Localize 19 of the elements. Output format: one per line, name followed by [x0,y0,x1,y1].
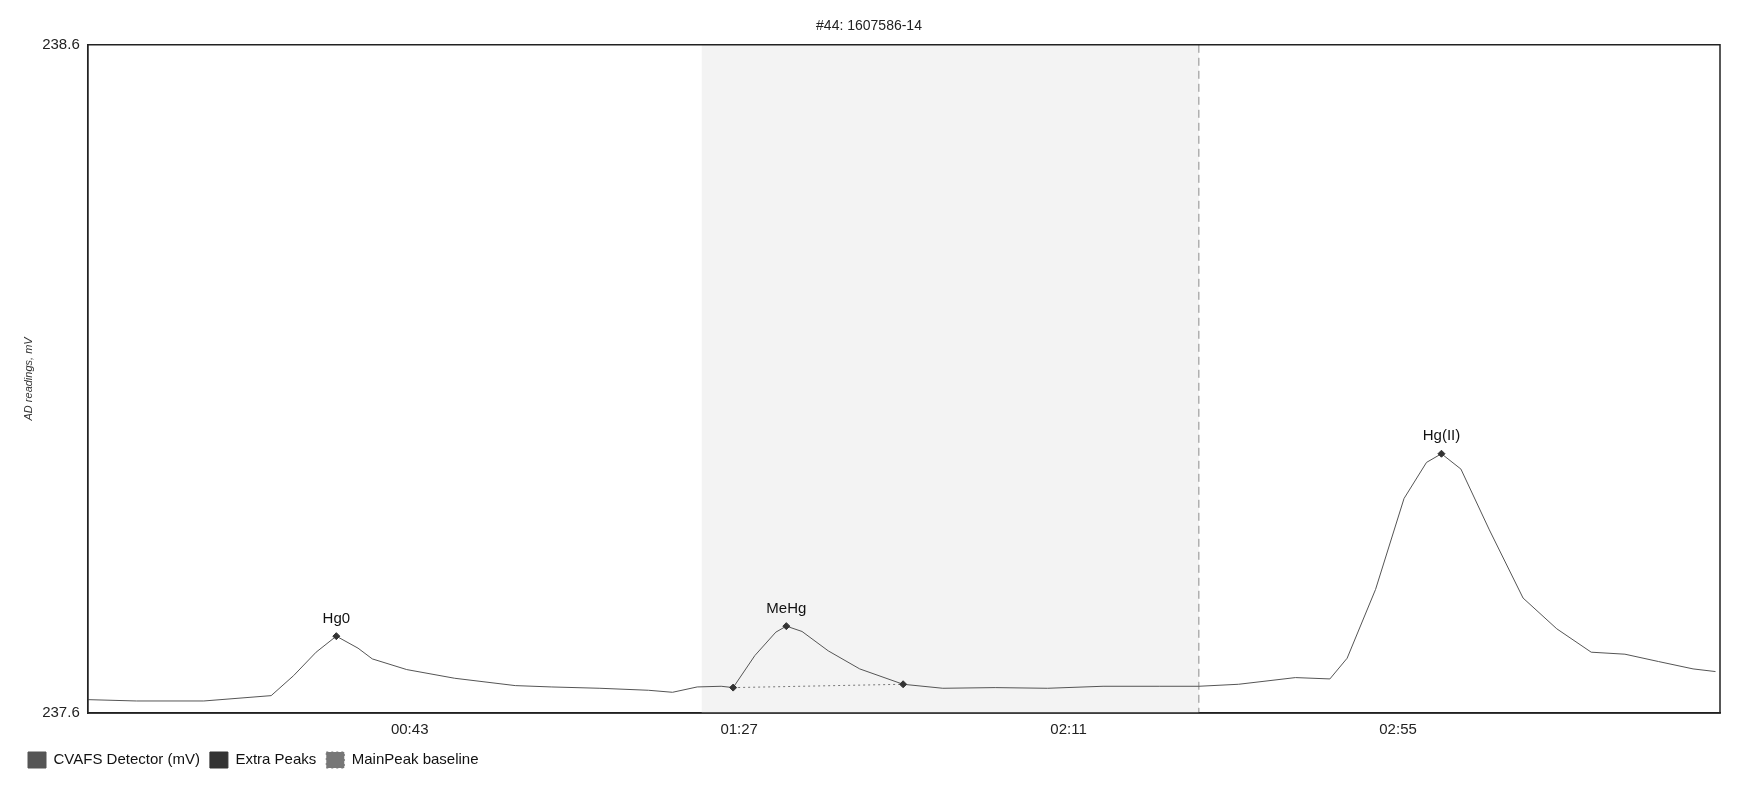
point [729,683,738,692]
y-tick-label: 238.6 [42,34,80,52]
legend-label: Extra Peaks [235,750,317,768]
legend-label: CVAFS Detector (mV) [53,750,200,768]
point [1437,449,1446,458]
x-tick-label: 02:55 [1379,720,1417,738]
annotation: Hg(II) [1422,426,1461,444]
y-axis-title: AD readings, mV [21,335,34,422]
point [332,632,341,641]
annotation: Hg0 [322,608,351,626]
point [782,622,791,631]
x-tick-label: 01:27 [720,720,758,738]
chart-title: #44: 1607586-14 [816,17,923,34]
x-tick-label: 02:11 [1050,720,1087,738]
legend-label: MainPeak baseline [351,750,479,768]
point [899,680,908,689]
annotation: MeHg [766,598,807,616]
y-tick-label: 237.6 [42,703,80,721]
x-tick-label: 00:43 [390,720,429,738]
